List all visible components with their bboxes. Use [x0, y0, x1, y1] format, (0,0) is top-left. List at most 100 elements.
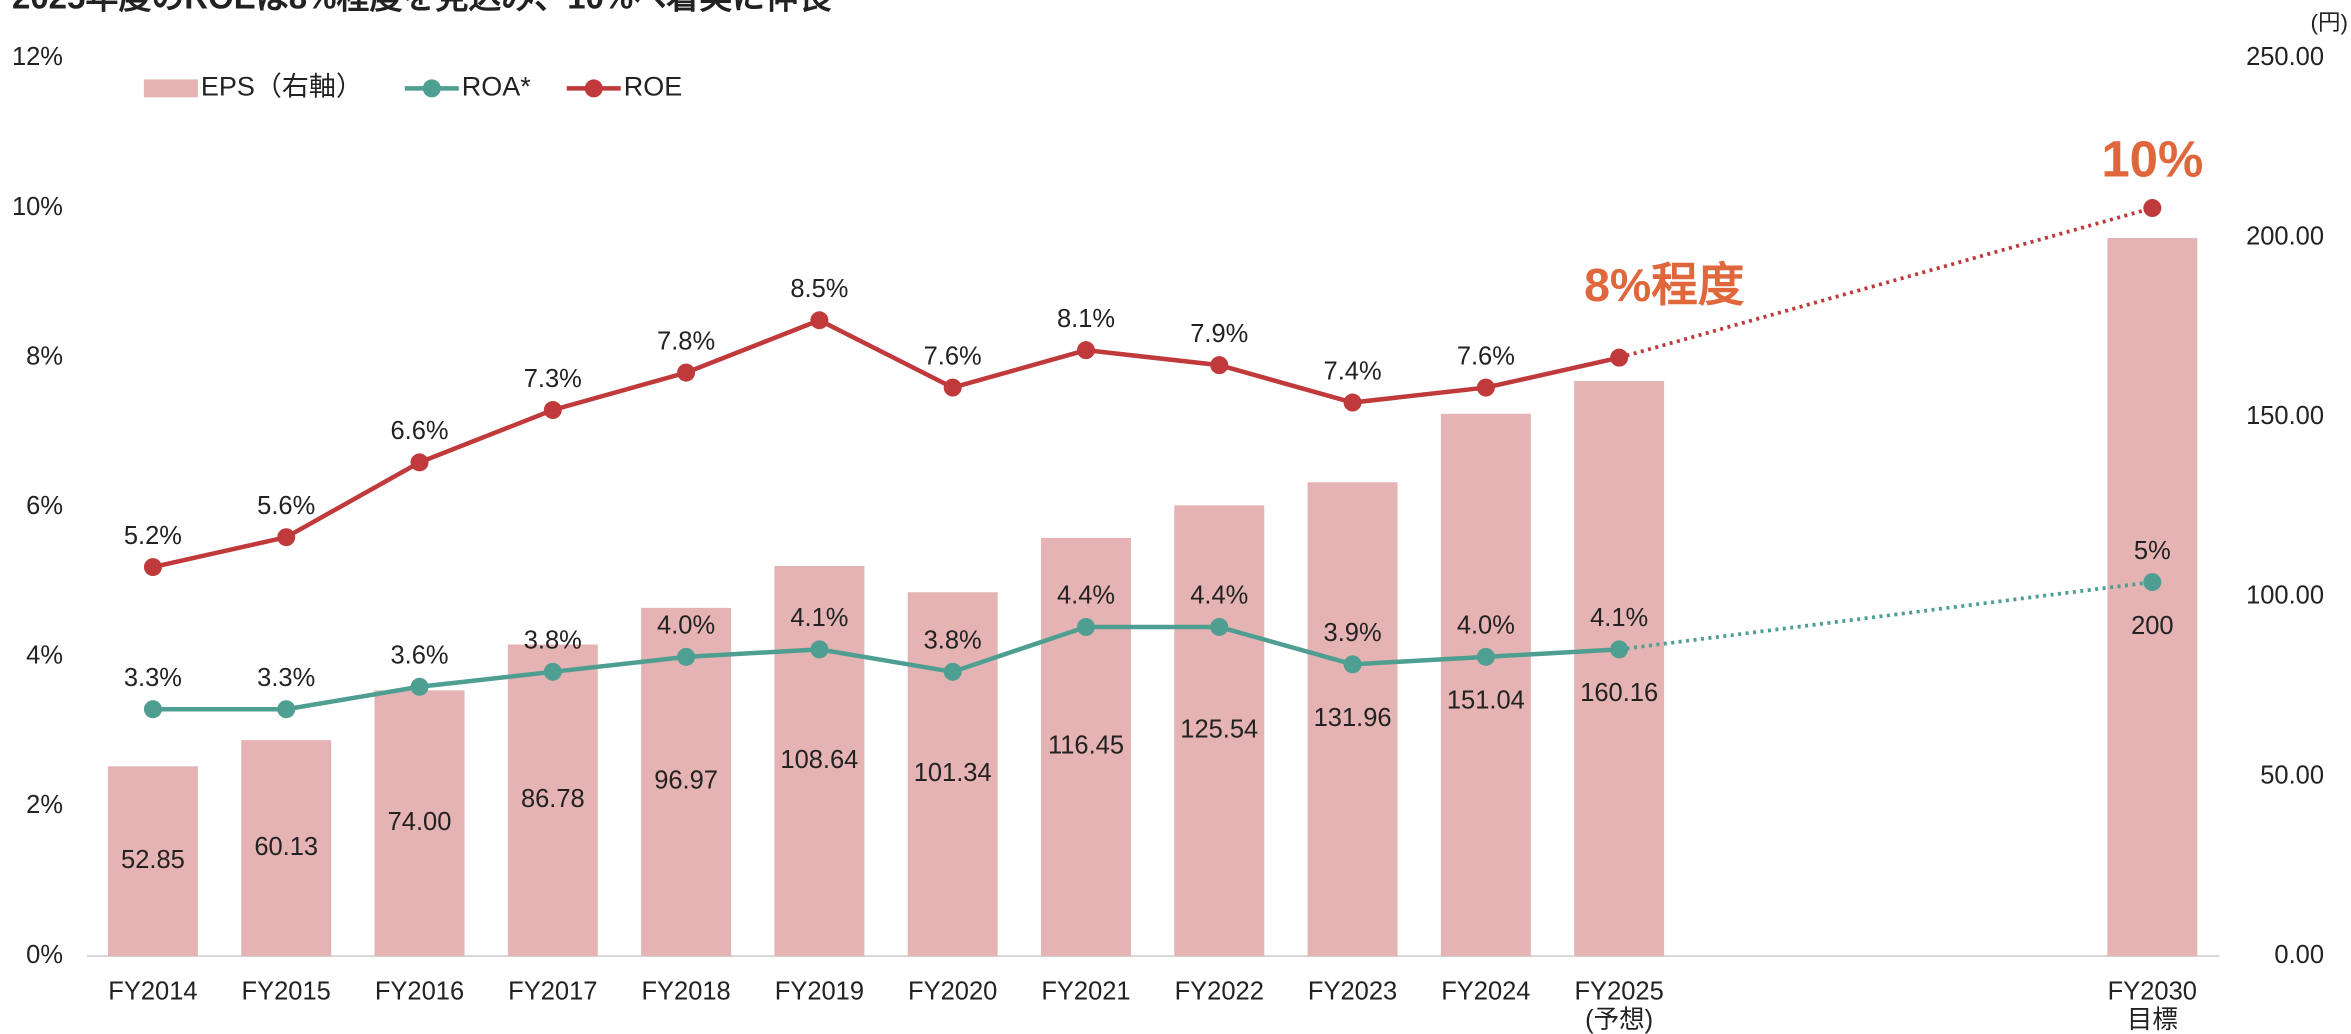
line-marker	[943, 662, 962, 681]
y-tick-label: 0%	[26, 941, 63, 969]
bar-label: 86.78	[521, 785, 585, 813]
line-marker	[1610, 348, 1629, 367]
bar	[641, 607, 732, 957]
line-marker	[1210, 617, 1229, 636]
line-series	[152, 317, 1620, 570]
x-tick-label: FY2021	[1041, 977, 1131, 1006]
line-marker	[143, 700, 162, 719]
bar-label: 125.54	[1180, 715, 1258, 743]
x-tick-label: FY2016	[374, 977, 465, 1006]
line-marker	[943, 378, 962, 397]
data-label: 3.6%	[390, 642, 448, 670]
annotation-label: 8%程度	[1584, 259, 1745, 311]
line-marker	[1210, 356, 1229, 375]
line-marker	[2143, 573, 2162, 592]
data-label: 4.4%	[1190, 582, 1248, 610]
y-tick-label: 12%	[12, 43, 63, 71]
x-tick-label: FY2025 (予想)	[1574, 977, 1664, 1034]
line-marker	[143, 558, 162, 577]
line-marker	[277, 700, 296, 719]
line-marker	[1476, 378, 1495, 397]
data-label: 4.1%	[1590, 604, 1648, 632]
legend-label: ROE	[624, 72, 682, 102]
x-tick-label: FY2023	[1307, 977, 1398, 1006]
line-marker	[410, 677, 429, 696]
bar-label: 60.13	[254, 833, 318, 861]
data-label: 4.1%	[790, 604, 848, 632]
line-marker	[810, 640, 829, 659]
bar-label: 96.97	[654, 767, 718, 795]
target-dotted-line	[1618, 206, 2153, 360]
data-label: 7.3%	[524, 365, 582, 393]
line-marker	[1076, 341, 1095, 360]
bar	[1041, 537, 1131, 957]
bar-label: 108.64	[780, 746, 858, 774]
y-tick-label: 8%	[26, 342, 63, 370]
data-label: 7.8%	[657, 327, 715, 355]
y-tick-label: 2%	[26, 791, 63, 819]
y2-tick-label: 0.00	[2274, 941, 2324, 969]
bar-label: 101.34	[914, 759, 992, 787]
x-tick-label: FY2018	[641, 977, 731, 1006]
y2-unit: (円)	[2311, 10, 2348, 35]
line-marker	[543, 401, 562, 420]
legend-label: EPS（右軸）	[201, 72, 363, 102]
data-label: 8.1%	[1057, 305, 1115, 333]
x-tick-label: FY2014	[108, 977, 198, 1006]
target-dotted-line	[1618, 580, 2153, 652]
legend-label: ROA*	[462, 72, 531, 102]
x-tick-label: FY2020	[908, 977, 998, 1006]
data-label: 3.3%	[257, 664, 315, 692]
x-tick-label: FY2024	[1441, 977, 1531, 1006]
data-label: 3.3%	[124, 664, 182, 692]
x-tick-label: FY2022	[1174, 977, 1264, 1006]
bar-label: 160.16	[1580, 679, 1658, 707]
bar	[107, 766, 198, 957]
bar-label: 116.45	[1048, 732, 1124, 760]
data-label: 4.0%	[657, 612, 715, 640]
line-series	[152, 624, 1620, 712]
line-marker	[1343, 655, 1362, 674]
data-label: 4.0%	[1457, 612, 1515, 640]
x-tick-label: FY2019	[774, 977, 865, 1006]
bar	[774, 566, 865, 957]
bar-label: 200	[2131, 612, 2174, 640]
data-label: 5%	[2134, 537, 2171, 565]
bar	[241, 740, 332, 957]
bar-label: 74.00	[388, 808, 452, 836]
bar-label: 151.04	[1447, 687, 1525, 715]
bar	[1440, 413, 1531, 957]
y-tick-label: 4%	[26, 642, 63, 670]
line-marker	[410, 453, 429, 472]
line-marker	[277, 528, 296, 547]
line-marker	[543, 662, 562, 681]
x-tick-label: FY2017	[508, 977, 598, 1006]
y-tick-label: 10%	[12, 193, 63, 221]
data-label: 5.2%	[124, 522, 182, 550]
x-tick-label: FY2015	[241, 977, 331, 1006]
legend-marker	[584, 79, 603, 98]
data-label: 3.8%	[924, 627, 982, 655]
data-label: 8.5%	[790, 275, 848, 303]
line-marker	[1343, 393, 1362, 412]
data-label: 7.4%	[1324, 357, 1382, 385]
y2-tick-label: 150.00	[2246, 402, 2324, 430]
bar	[1174, 505, 1265, 957]
data-label: 7.6%	[924, 342, 982, 370]
data-label: 3.9%	[1324, 619, 1382, 647]
line-marker	[1610, 640, 1629, 659]
data-label: 7.9%	[1190, 320, 1248, 348]
line-marker	[1476, 647, 1495, 666]
chart-title: 2025年度のROEは8%程度を見込み、10%へ着実に伸長	[12, 0, 832, 16]
line-marker	[677, 647, 696, 666]
bar	[907, 592, 998, 957]
y2-tick-label: 100.00	[2246, 582, 2324, 610]
bar	[1307, 482, 1398, 957]
bar	[2107, 237, 2198, 957]
x-tick-label: FY2030 目標	[2107, 977, 2197, 1034]
legend-marker	[422, 79, 441, 98]
data-label: 6.6%	[390, 417, 448, 445]
bar	[1574, 381, 1665, 957]
